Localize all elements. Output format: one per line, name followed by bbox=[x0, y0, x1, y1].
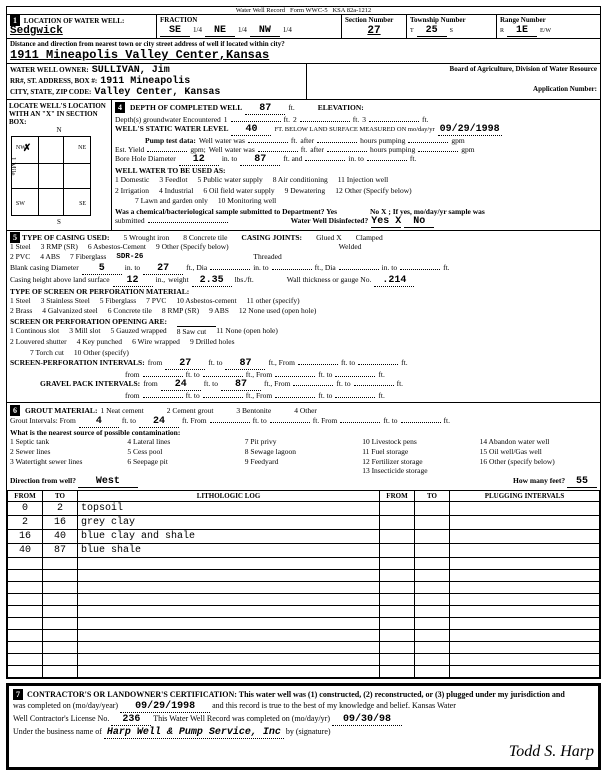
location-label: LOCATION OF WATER WELL: bbox=[24, 17, 125, 25]
frac-3: NW bbox=[250, 26, 280, 37]
section-5: 5TYPE OF CASING USED: 5 Wrought iron 8 C… bbox=[7, 230, 600, 403]
sdr-value: SDR-26 bbox=[116, 252, 153, 263]
fraction-label: FRACTION bbox=[160, 16, 338, 24]
gravel-to: 87 bbox=[221, 380, 261, 391]
direction-value: West bbox=[78, 477, 138, 488]
bore-diameter: 12 bbox=[179, 155, 219, 166]
feet-value: 55 bbox=[567, 477, 597, 488]
casing-weight: 2.35 bbox=[192, 276, 232, 287]
section-6: 6GROUT MATERIAL: 1 Neat cement 2 Cement … bbox=[7, 402, 600, 490]
board-label: Board of Agriculture, Division of Water … bbox=[310, 65, 597, 73]
perf-from: 27 bbox=[165, 359, 205, 370]
owner-addr: 1911 Mineapolis bbox=[100, 76, 190, 87]
section-label: Section Number bbox=[345, 16, 403, 24]
water-well-form: Water Well Record Form WWC-5 KSA 82a-121… bbox=[6, 6, 601, 679]
form-title: Water Well Record bbox=[236, 7, 285, 14]
form-ksa: KSA 82a-1212 bbox=[332, 7, 371, 14]
app-num-label: Application Number: bbox=[310, 85, 597, 93]
section-7-certification: 7 CONTRACTOR'S OR LANDOWNER'S CERTIFICAT… bbox=[6, 683, 601, 770]
township-value: 25 bbox=[417, 26, 447, 37]
business-name: Harp Well & Pump Service, Inc bbox=[104, 728, 284, 739]
static-level: 40 bbox=[231, 125, 271, 136]
wall-thickness: .214 bbox=[374, 276, 414, 287]
distance-label: Distance and direction from nearest town… bbox=[10, 40, 597, 48]
header-row: 1 LOCATION OF WATER WELL: Sedgwick FRACT… bbox=[7, 15, 600, 39]
township-label: Township Number bbox=[410, 16, 493, 24]
static-date: 09/29/1998 bbox=[438, 125, 502, 136]
signature: Todd S. Harp bbox=[509, 743, 594, 760]
location-value: Sedgwick bbox=[10, 25, 153, 37]
address-line1: 1911 Mineapolis Valley Center,Kansas bbox=[10, 48, 597, 62]
range-value: 1E bbox=[507, 26, 537, 37]
frac-1: SE bbox=[160, 26, 190, 37]
grout-from: 4 bbox=[79, 417, 119, 428]
section-4: 4DEPTH OF COMPLETED WELL 87 ft. ELEVATIO… bbox=[112, 100, 600, 230]
lithologic-log-table: FROM TO LITHOLOGIC LOG FROM TO PLUGGING … bbox=[7, 490, 600, 678]
form-code: Form WWC-5 bbox=[290, 7, 328, 14]
frac-2: NE bbox=[205, 26, 235, 37]
range-label: Range Number bbox=[500, 16, 584, 24]
section-value: 27 bbox=[345, 25, 403, 37]
completion-date: 09/29/1998 bbox=[120, 702, 210, 713]
well-location-diagram: LOCATE WELL'S LOCATION WITH AN "X" IN SE… bbox=[7, 100, 112, 230]
record-date: 09/30/98 bbox=[332, 715, 402, 726]
well-depth: 87 bbox=[245, 104, 285, 115]
license-no: 236 bbox=[111, 715, 151, 726]
grout-to: 24 bbox=[139, 417, 179, 428]
owner-city: Valley Center, Kansas bbox=[94, 87, 220, 98]
casing-height: 12 bbox=[113, 276, 153, 287]
disinfect-yes: Yes X bbox=[371, 217, 401, 228]
owner-name: SULLIVAN, Jim bbox=[92, 65, 170, 76]
bore-depth: 87 bbox=[240, 155, 280, 166]
gravel-from: 24 bbox=[161, 380, 201, 391]
perf-to: 87 bbox=[225, 359, 265, 370]
